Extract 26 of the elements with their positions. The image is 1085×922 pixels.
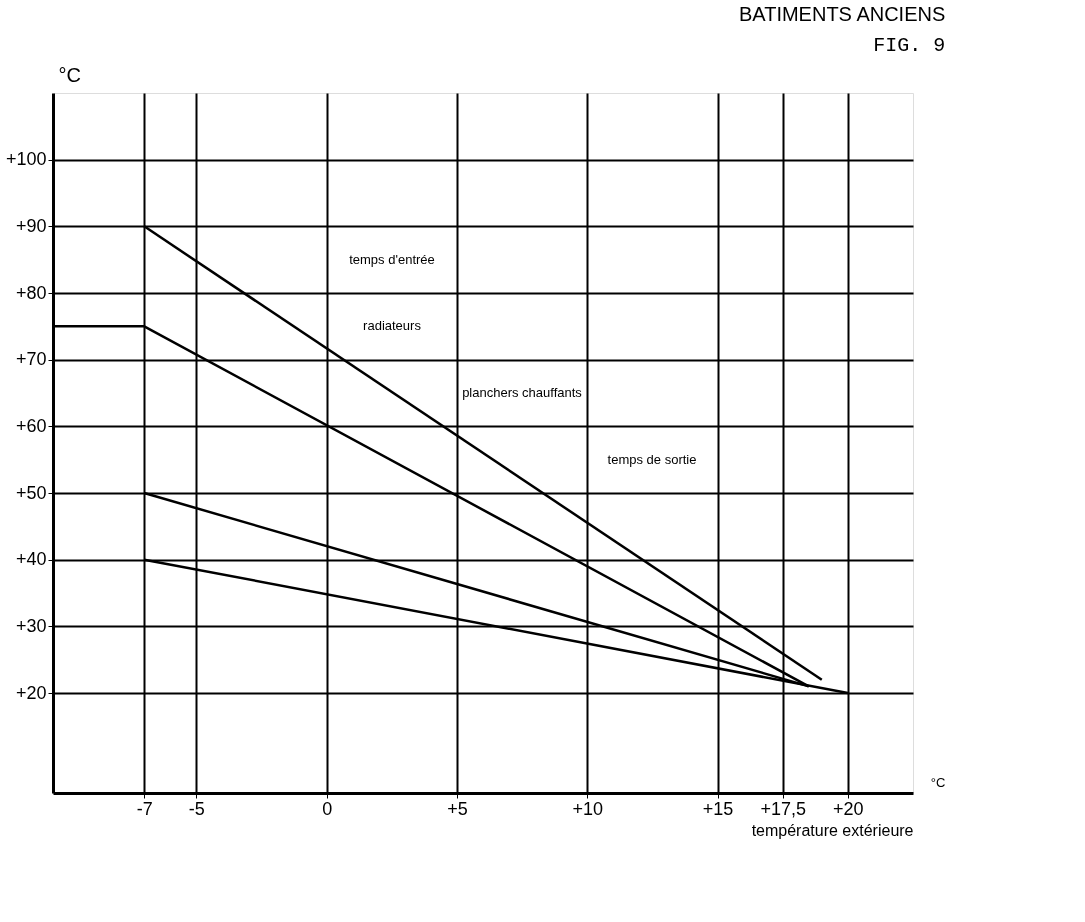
annotation: radiateurs xyxy=(363,318,422,333)
chart-title: BATIMENTS ANCIENS xyxy=(738,3,946,25)
x-tick-label: +10 xyxy=(572,798,604,819)
annotation: planchers chauffants xyxy=(462,385,583,400)
x-tick-label: 0 xyxy=(322,798,333,819)
annotation: temps de sortie xyxy=(607,452,697,467)
y-tick-label: +50 xyxy=(15,482,47,503)
x-tick-label: +5 xyxy=(447,798,468,819)
y-tick-label: +90 xyxy=(15,215,47,236)
y-tick-label: +60 xyxy=(15,415,47,436)
x-tick-label: -5 xyxy=(188,798,205,819)
y-axis-title: °C xyxy=(58,63,81,86)
y-tick-label: +70 xyxy=(15,349,47,370)
x-tick-label: +17,5 xyxy=(760,798,806,819)
y-tick-label: +100 xyxy=(5,149,47,170)
annotation: temps d'entrée xyxy=(349,252,435,267)
y-tick-label: +20 xyxy=(15,682,47,703)
text: °C xyxy=(930,775,946,790)
x-tick-label: +20 xyxy=(833,798,864,819)
y-tick-label: +30 xyxy=(15,615,47,636)
x-axis-title: température extérieure xyxy=(751,821,914,839)
x-tick-label: -7 xyxy=(136,798,153,819)
y-tick-label: +80 xyxy=(15,282,47,303)
chart-subtitle: FIG. 9 xyxy=(873,34,946,57)
y-tick-label: +40 xyxy=(15,549,47,570)
x-tick-label: +15 xyxy=(702,798,734,819)
